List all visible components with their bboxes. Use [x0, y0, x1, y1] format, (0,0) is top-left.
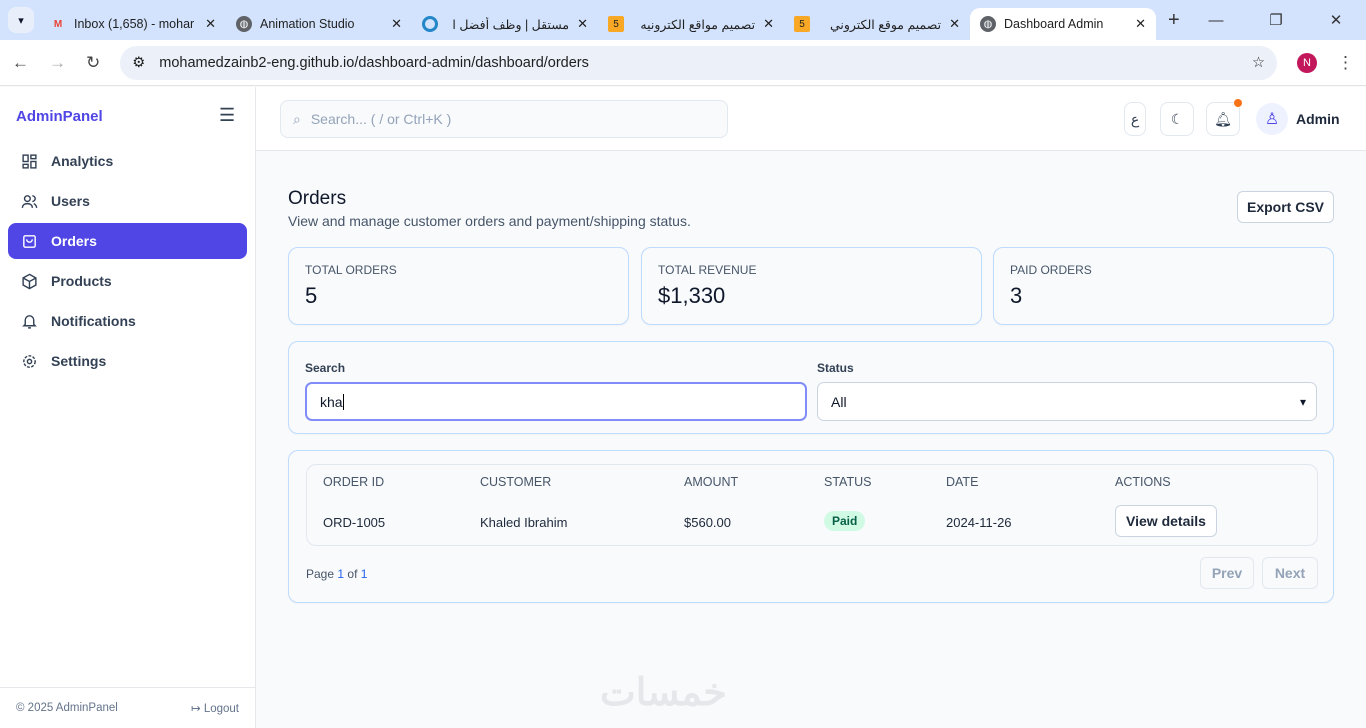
close-icon[interactable]: ✕ [763, 16, 774, 31]
moon-icon: ☾ [1170, 110, 1184, 127]
order-id: ORD-1005 [323, 515, 386, 530]
globe-icon: ◍ [980, 16, 996, 32]
status-badge: Paid [824, 511, 866, 531]
browser-tab[interactable]: ◍ Animation Studio ✕ [226, 8, 412, 40]
tab-search-button[interactable]: ▾ [8, 7, 34, 33]
search-label: Search [305, 361, 346, 375]
sidebar-item-notifications[interactable]: Notifications [8, 303, 247, 339]
gmail-icon: M [53, 18, 63, 30]
back-icon[interactable]: ← [12, 52, 29, 72]
menu-icon[interactable]: ⋮ [1337, 52, 1354, 72]
new-tab-button[interactable]: + [1168, 8, 1180, 31]
close-icon[interactable]: ✕ [205, 16, 216, 31]
column-header[interactable]: AMOUNT [684, 475, 739, 489]
column-header[interactable]: DATE [946, 475, 979, 489]
browser-tabbar: ▾ M Inbox (1,658) - mohar ✕ ◍ Animation Stu… [0, 0, 1366, 40]
browser-tab-active[interactable]: ◍ Dashboard Admin ✕ [970, 8, 1156, 40]
view-details-button[interactable]: View details [1115, 505, 1217, 537]
minimize-button[interactable]: — [1208, 11, 1224, 29]
stat-card-paid-orders: PAID ORDERS 3 [993, 247, 1334, 325]
stat-card-total-revenue: TOTAL REVENUE $1,330 [641, 247, 982, 325]
bag-icon [23, 234, 36, 248]
status-select[interactable]: All ▾ [817, 382, 1317, 421]
khamsat-icon: 5 [794, 16, 810, 32]
close-icon[interactable]: ✕ [577, 16, 588, 31]
users-icon [21, 194, 38, 208]
close-icon[interactable]: ✕ [391, 16, 402, 31]
global-search-input[interactable]: ⌕ Search... ( / or Ctrl+K ) [280, 100, 728, 138]
gear-icon [23, 354, 36, 368]
orders-table: ORDER ID CUSTOMER AMOUNT STATUS DATE ACT… [306, 464, 1318, 546]
globe-icon: ◍ [236, 16, 252, 32]
next-button[interactable]: Next [1262, 557, 1318, 589]
search-icon: ⌕ [293, 110, 301, 127]
topbar: ⌕ Search... ( / or Ctrl+K ) ع ☾ 🔔︎ ♙ Admi… [256, 87, 1366, 151]
column-header[interactable]: STATUS [824, 475, 872, 489]
browser-tab[interactable]: 5 تصميم موقع الكتروني ✕ [784, 8, 970, 40]
language-toggle[interactable]: ع [1124, 102, 1146, 136]
address-bar-row: ← → ↻ ⚙ mohamedzainb2-eng.github.io/dashb… [0, 40, 1366, 86]
logout-link[interactable]: ↦ Logout [190, 703, 239, 715]
sidebar-item-settings[interactable]: Settings [8, 343, 247, 379]
notifications-button[interactable]: 🔔︎ [1206, 99, 1242, 136]
user-icon: ♙ [1264, 111, 1280, 128]
mostaql-icon [422, 16, 438, 32]
box-icon [22, 273, 37, 289]
copyright: © 2025 AdminPanel [16, 702, 118, 714]
column-header[interactable]: CUSTOMER [480, 475, 552, 489]
page-title: Orders [288, 188, 347, 209]
column-header[interactable]: ORDER ID [323, 475, 385, 489]
close-icon[interactable]: ✕ [949, 16, 960, 31]
stat-card-total-orders: TOTAL ORDERS 5 [288, 247, 629, 325]
order-search-input[interactable]: kha [305, 382, 807, 421]
column-header: ACTIONS [1115, 475, 1171, 489]
restore-button[interactable]: ❐ [1269, 12, 1283, 29]
date: 2024-11-26 [946, 515, 1012, 530]
reload-icon[interactable]: ↻ [86, 52, 101, 72]
khamsat-icon: 5 [608, 16, 624, 32]
logout-icon: ↦ [190, 703, 204, 715]
window-close-button[interactable]: ✕ [1329, 12, 1343, 29]
sidebar-item-products[interactable]: Products [8, 263, 247, 299]
forward-icon[interactable]: → [49, 52, 66, 72]
star-icon[interactable]: ☆ [1252, 54, 1265, 71]
customer: Khaled Ibrahim [480, 515, 568, 530]
close-icon[interactable]: ✕ [1135, 16, 1146, 31]
sidebar-item-analytics[interactable]: Analytics [8, 143, 247, 179]
grid-icon [22, 153, 37, 169]
watermark-logo: خمسات [600, 672, 727, 714]
brand-logo[interactable]: AdminPanel [16, 108, 103, 125]
bell-icon [22, 314, 37, 329]
export-csv-button[interactable]: Export CSV [1237, 191, 1334, 223]
chevron-down-icon: ▾ [1299, 394, 1306, 409]
user-name[interactable]: Admin [1296, 111, 1340, 127]
notification-dot [1234, 99, 1242, 107]
pagination-info: Page 1 of 1 [306, 567, 368, 581]
user-avatar[interactable]: ♙ [1256, 103, 1288, 135]
dark-mode-toggle[interactable]: ☾ [1160, 102, 1194, 136]
hamburger-icon[interactable]: ☰ [219, 105, 236, 125]
page-subtitle: View and manage customer orders and paym… [288, 213, 691, 229]
profile-avatar[interactable]: N [1297, 52, 1317, 73]
site-info-icon[interactable]: ⚙ [132, 54, 146, 71]
orders-table-card: ORDER ID CUSTOMER AMOUNT STATUS DATE ACT… [288, 450, 1334, 603]
bell-icon: 🔔︎ [1214, 110, 1232, 127]
sidebar-item-users[interactable]: Users [8, 183, 247, 219]
amount: $560.00 [684, 515, 731, 530]
status-label: Status [817, 361, 854, 375]
filters-card: Search kha Status All ▾ [288, 341, 1334, 434]
prev-button[interactable]: Prev [1200, 557, 1254, 589]
url-bar[interactable]: ⚙ mohamedzainb2-eng.github.io/dashboard-a… [120, 45, 1277, 80]
browser-tab[interactable]: M Inbox (1,658) - mohar ✕ [40, 8, 226, 40]
browser-tab[interactable]: 5 تصميم مواقع الكترونيه ✕ [598, 8, 784, 40]
sidebar-item-orders[interactable]: Orders [8, 223, 247, 259]
sidebar: AdminPanel ☰ Analytics Users Orders Prod… [0, 87, 256, 728]
browser-tab[interactable]: مستقل | وظف أفضل ا ✕ [412, 8, 598, 40]
